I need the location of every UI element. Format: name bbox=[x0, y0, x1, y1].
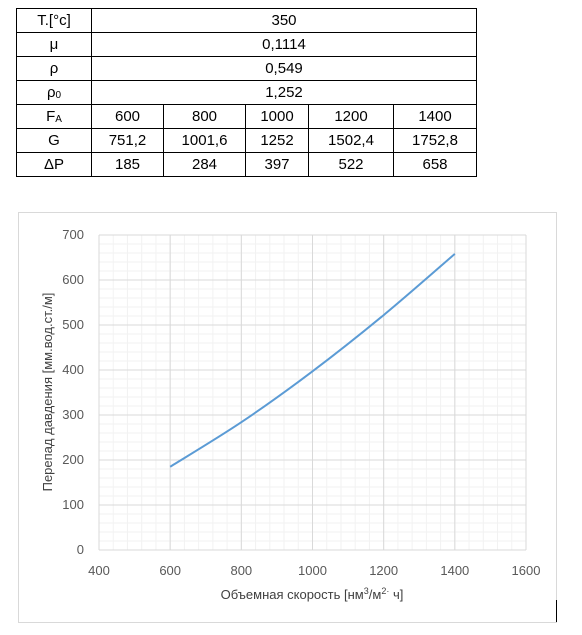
y-tick-label: 400 bbox=[62, 362, 84, 377]
series-line bbox=[169, 253, 456, 468]
temperature-value: 350 bbox=[91, 8, 477, 33]
y-tick-label: 700 bbox=[62, 227, 84, 242]
fa-cell: 1400 bbox=[393, 104, 477, 129]
y-tick-label: 200 bbox=[62, 452, 84, 467]
table-row: T.[°c] 350 bbox=[16, 8, 477, 33]
y-tick-labels: 0 100 200 300 400 500 600 700 bbox=[62, 227, 84, 557]
chart-area bbox=[18, 212, 557, 623]
rho0-symbol: ρ bbox=[46, 84, 56, 101]
table-row: ρ 0,549 bbox=[16, 56, 477, 81]
x-tick-label: 600 bbox=[159, 563, 181, 578]
x-axis-title-part: /м bbox=[369, 587, 382, 602]
x-tick-label: 1600 bbox=[512, 563, 541, 578]
row-label-rho0: ρ0 bbox=[16, 80, 92, 105]
table-row: G 751,2 1001,6 1252 1502,4 1752,8 bbox=[16, 128, 477, 153]
fa-subscript: A bbox=[55, 114, 62, 125]
g-cell: 751,2 bbox=[91, 128, 164, 153]
x-axis-title-part: Объемная скорость [нм bbox=[221, 587, 364, 602]
y-tick-label: 100 bbox=[62, 497, 84, 512]
parameters-table: T.[°c] 350 μ 0,1114 ρ 0,549 ρ0 1,252 FA … bbox=[16, 8, 477, 177]
fa-cell: 1000 bbox=[245, 104, 309, 129]
fa-symbol: F bbox=[46, 108, 56, 125]
row-label-dp: ΔP bbox=[16, 152, 92, 177]
x-tick-label: 1200 bbox=[369, 563, 398, 578]
x-axis-title-superscript: 2· bbox=[381, 586, 389, 596]
row-label-rho: ρ bbox=[16, 56, 92, 81]
rho0-subscript: 0 bbox=[55, 90, 62, 101]
fa-cell: 600 bbox=[91, 104, 164, 129]
y-tick-label: 600 bbox=[62, 272, 84, 287]
x-tick-label: 800 bbox=[230, 563, 252, 578]
dp-cell: 185 bbox=[91, 152, 164, 177]
y-tick-label: 300 bbox=[62, 407, 84, 422]
y-tick-label: 0 bbox=[77, 542, 84, 557]
x-axis-title: Объемная скорость [нм3/м2· ч] bbox=[221, 586, 404, 602]
row-label-temperature: T.[°c] bbox=[16, 8, 92, 33]
x-tick-label: 1000 bbox=[298, 563, 327, 578]
dp-cell: 284 bbox=[163, 152, 246, 177]
x-tick-label: 400 bbox=[88, 563, 110, 578]
edge-divider bbox=[556, 600, 557, 622]
x-tick-labels: 400 600 800 1000 1200 1400 1600 bbox=[88, 563, 540, 578]
dp-cell: 658 bbox=[393, 152, 477, 177]
g-cell: 1252 bbox=[245, 128, 309, 153]
y-axis-title: Перепад давдения [мм.вод.ст./м] bbox=[40, 293, 55, 492]
row-label-g: G bbox=[16, 128, 92, 153]
major-grid bbox=[98, 234, 527, 551]
series-layer bbox=[169, 253, 456, 468]
table-row: ΔP 185 284 397 522 658 bbox=[16, 152, 477, 177]
x-tick-label: 1400 bbox=[440, 563, 469, 578]
x-axis-title-part: ч] bbox=[389, 587, 403, 602]
rho-value: 0,549 bbox=[91, 56, 477, 81]
g-cell: 1001,6 bbox=[163, 128, 246, 153]
y-tick-label: 500 bbox=[62, 317, 84, 332]
table-row: FA 600 800 1000 1200 1400 bbox=[16, 104, 477, 129]
x-axis-title-superscript: 3 bbox=[364, 586, 369, 596]
